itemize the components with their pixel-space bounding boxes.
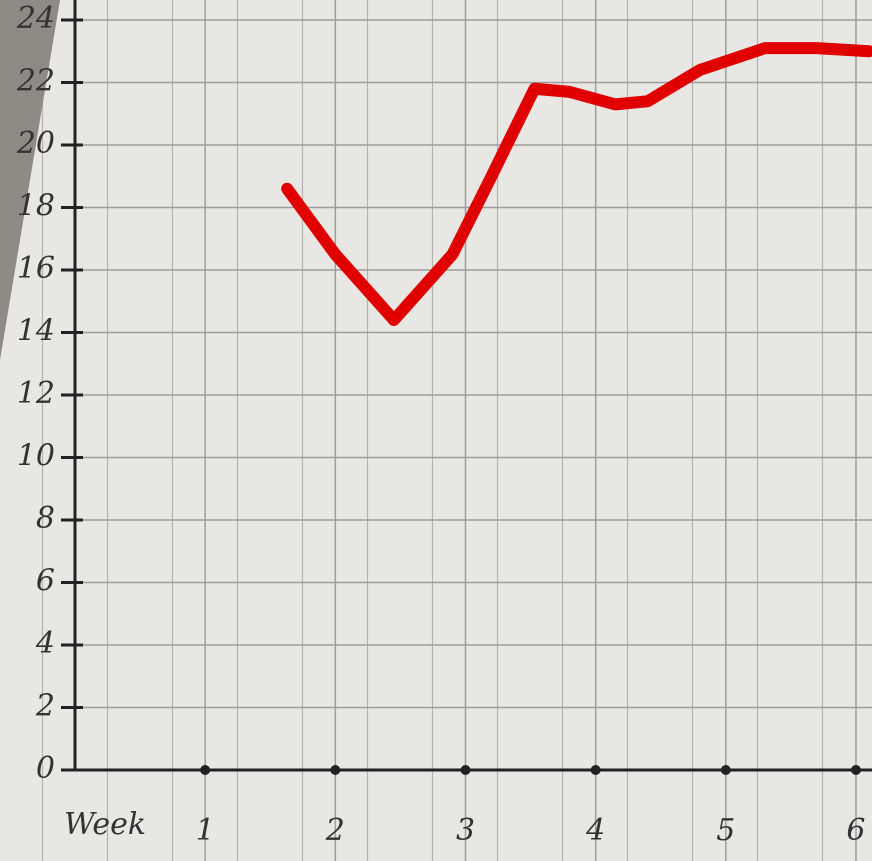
x-tick-label: 1 [196, 813, 215, 848]
y-tick-label: 10 [17, 439, 55, 474]
x-tick-label: 2 [325, 813, 345, 848]
y-tick-label: 16 [17, 251, 55, 286]
page: Week 024681012141618202224123456 (() => … [0, 0, 872, 861]
y-tick-label: 0 [36, 751, 55, 786]
x-tick-mark [200, 765, 210, 775]
y-tick-label: 6 [36, 564, 55, 599]
y-tick-label: 4 [35, 626, 55, 661]
x-axis-label: Week [64, 807, 146, 842]
x-tick-mark [460, 765, 470, 775]
y-tick-label: 2 [35, 689, 55, 724]
x-tick-label: 6 [846, 813, 865, 848]
y-tick-label: 18 [17, 189, 55, 224]
y-tick-label: 8 [36, 501, 55, 536]
x-tick-mark [591, 765, 601, 775]
y-tick-label: 22 [16, 64, 55, 99]
x-tick-label: 5 [716, 813, 735, 848]
y-tick-label: 24 [16, 1, 55, 36]
x-tick-mark [721, 765, 731, 775]
x-tick-mark [851, 765, 861, 775]
y-tick-label: 14 [17, 314, 55, 349]
x-tick-mark [330, 765, 340, 775]
y-tick-label: 12 [17, 376, 55, 411]
chart: Week 024681012141618202224123456 [0, 0, 872, 861]
y-tick-label: 20 [16, 126, 55, 161]
x-tick-label: 4 [585, 813, 605, 848]
paper-grid [0, 0, 872, 861]
x-tick-label: 3 [456, 813, 475, 848]
